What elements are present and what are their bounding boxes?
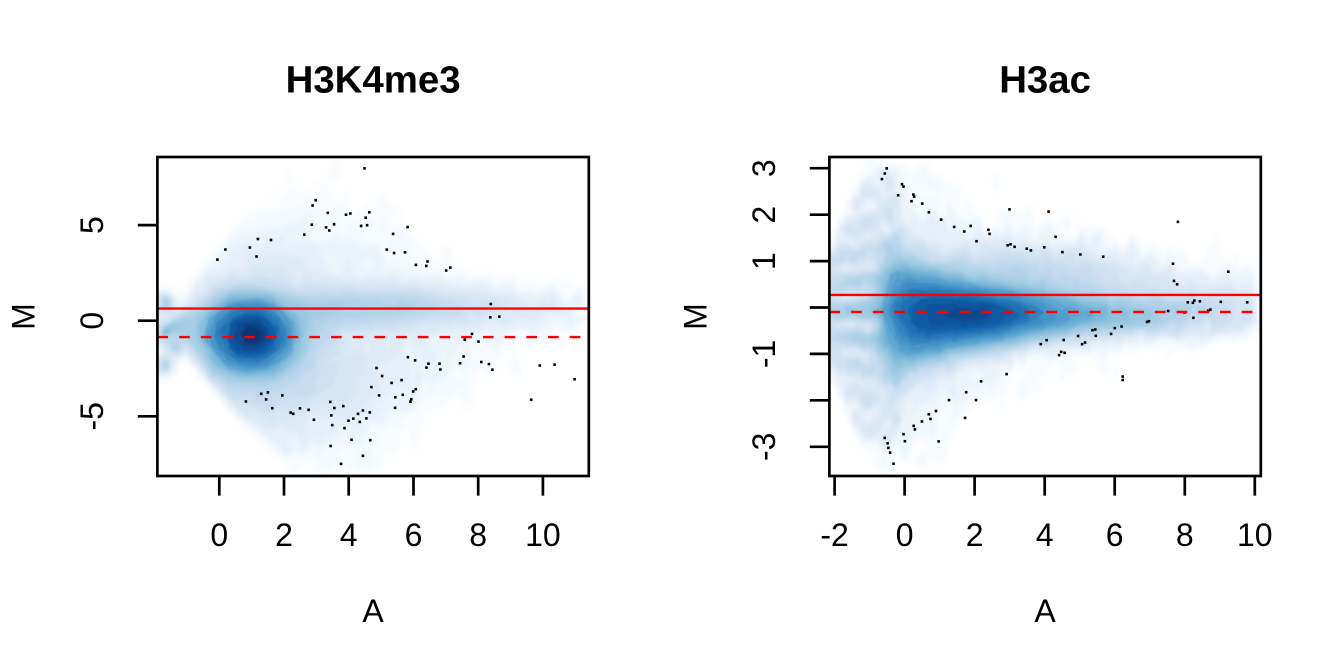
svg-text:4: 4: [1036, 517, 1054, 553]
svg-text:0: 0: [210, 517, 228, 553]
svg-text:0: 0: [896, 517, 914, 553]
svg-text:H3ac: H3ac: [999, 58, 1091, 101]
svg-text:M: M: [677, 303, 713, 330]
svg-text:10: 10: [1237, 517, 1273, 553]
svg-text:6: 6: [1106, 517, 1124, 553]
svg-text:A: A: [362, 593, 384, 629]
svg-text:8: 8: [1176, 517, 1194, 553]
svg-text:2: 2: [746, 206, 782, 224]
svg-text:8: 8: [469, 517, 487, 553]
svg-text:4: 4: [340, 517, 358, 553]
svg-text:-1: -1: [746, 340, 782, 368]
svg-text:6: 6: [405, 517, 423, 553]
svg-text:10: 10: [525, 517, 561, 553]
svg-text:0: 0: [74, 312, 110, 330]
svg-text:5: 5: [74, 216, 110, 234]
svg-text:M: M: [5, 303, 41, 330]
svg-text:3: 3: [746, 159, 782, 177]
svg-text:1: 1: [746, 252, 782, 270]
svg-text:-2: -2: [820, 517, 848, 553]
svg-text:A: A: [1034, 593, 1056, 629]
svg-text:H3K4me3: H3K4me3: [286, 58, 461, 101]
svg-text:-5: -5: [74, 402, 110, 430]
svg-text:2: 2: [966, 517, 984, 553]
svg-text:-3: -3: [746, 433, 782, 461]
svg-text:2: 2: [275, 517, 293, 553]
